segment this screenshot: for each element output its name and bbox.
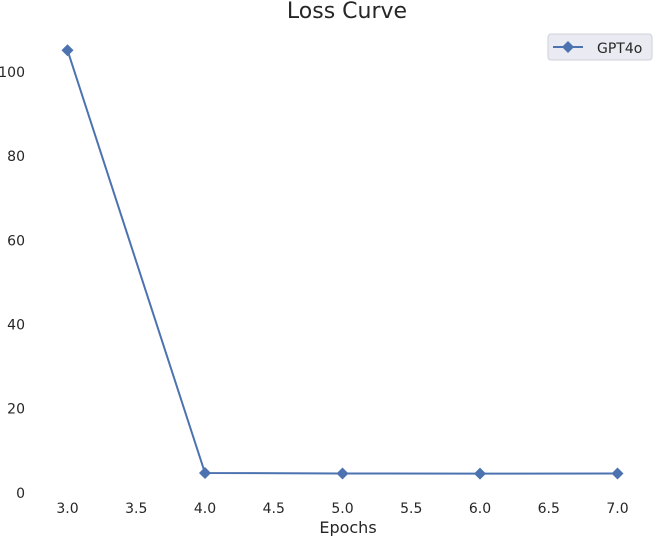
data-point-diamond-icon <box>199 467 211 480</box>
y-tick-label: 0 <box>16 486 25 502</box>
x-tick-label: 4.5 <box>263 501 285 517</box>
chart-title: Loss Curve <box>287 0 407 24</box>
y-tick-label: 20 <box>7 402 25 418</box>
data-point-diamond-icon <box>336 467 349 480</box>
x-tick-label: 3.0 <box>56 501 78 517</box>
y-tick-label: 100 <box>0 65 25 81</box>
x-tick-label: 3.5 <box>125 501 147 517</box>
x-tick-label: 6.5 <box>538 501 560 517</box>
x-tick-label: 4.0 <box>194 501 216 517</box>
y-axis: 0 20 40 60 80 100 <box>0 65 25 502</box>
x-tick-label: 5.0 <box>331 501 353 517</box>
legend: GPT4o <box>547 33 653 61</box>
x-tick-label: 6.0 <box>469 501 491 517</box>
data-point-diamond-icon <box>611 467 624 480</box>
series-line <box>66 49 618 475</box>
y-tick-label: 60 <box>7 233 25 249</box>
legend-marker-diamond-icon <box>562 41 574 53</box>
y-tick-label: 80 <box>7 149 25 165</box>
plot-area <box>61 44 624 480</box>
legend-box <box>547 33 653 61</box>
x-tick-label: 7.0 <box>606 501 628 517</box>
legend-label: GPT4o <box>597 41 642 57</box>
x-axis-label: Epochs <box>319 518 376 536</box>
y-tick-label: 40 <box>7 318 25 334</box>
data-point-diamond-icon <box>61 44 74 57</box>
x-axis: 3.0 3.5 4.0 4.5 5.0 5.5 6.0 6.5 7.0 <box>56 501 628 517</box>
data-point-diamond-icon <box>474 467 486 480</box>
x-tick-label: 5.5 <box>400 501 422 517</box>
